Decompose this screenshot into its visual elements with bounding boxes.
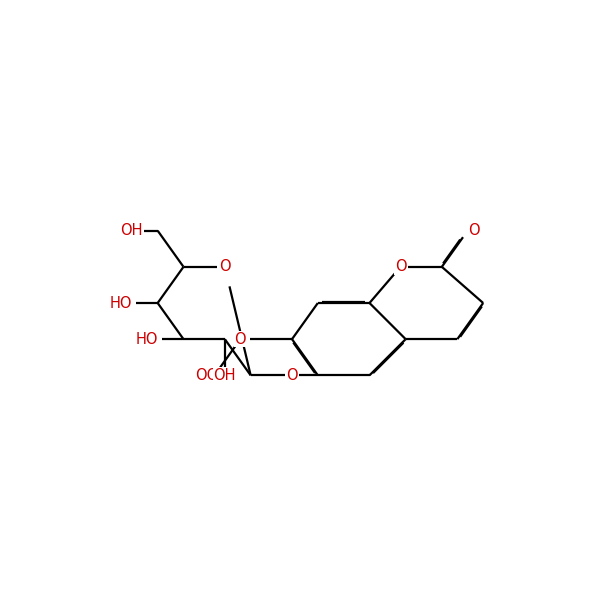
Text: HO: HO xyxy=(135,332,158,347)
Text: OH: OH xyxy=(121,223,143,238)
Text: O: O xyxy=(219,259,230,274)
Text: O: O xyxy=(467,223,479,238)
Text: OH: OH xyxy=(214,368,236,383)
Text: OCH₃: OCH₃ xyxy=(195,368,234,383)
Text: O: O xyxy=(286,368,298,383)
Text: O: O xyxy=(395,259,406,274)
Text: HO: HO xyxy=(109,295,132,311)
Text: O: O xyxy=(235,332,246,347)
